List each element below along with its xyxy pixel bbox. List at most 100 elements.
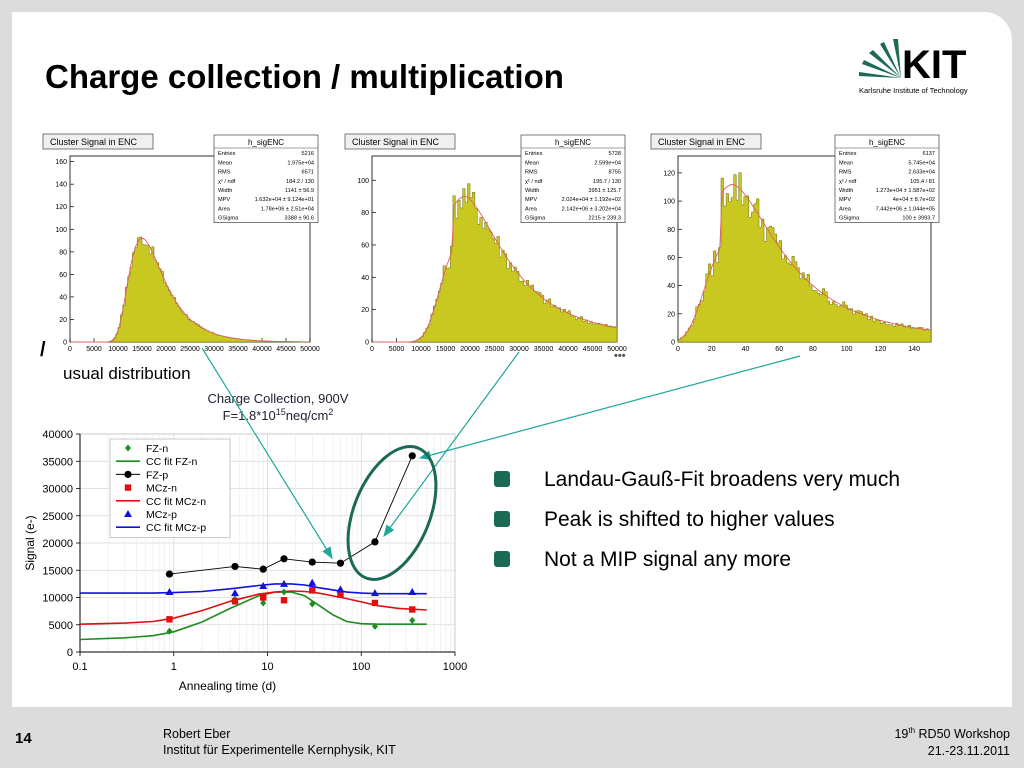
hist-x-tick-label: 30000	[204, 346, 224, 353]
chart-point-series-0	[409, 616, 416, 624]
chart-point-series-3	[371, 599, 379, 607]
chart-y-tick-label: 0	[67, 647, 73, 659]
hist-stat-key: RMS	[839, 170, 852, 176]
hist-x-tick-label: 25000	[485, 346, 505, 353]
charge-collection-chart: Charge Collection, 900VF=1.8*1015neq/cm2…	[23, 391, 467, 693]
hist-stats-box	[213, 134, 319, 223]
hist-y-tick-label: 40	[667, 283, 675, 290]
hist-y-tick-label: 120	[55, 204, 67, 211]
footer-author: Robert Eber Institut für Experimentelle …	[163, 726, 396, 758]
hist-stat-key: MPV	[218, 197, 230, 203]
hist-stat-key: Mean	[525, 160, 539, 166]
chart-point-series-5	[230, 589, 239, 597]
chart-point-series-0	[309, 600, 316, 608]
chart-legend-label: FZ-p	[146, 469, 168, 481]
hist-y-tick-label: 0	[63, 340, 67, 347]
chart-y-tick-label: 10000	[42, 593, 73, 605]
chart-x-tick-label: 0.1	[72, 661, 87, 673]
hist-stat-value: 1.273e+04 ± 1.587e+02	[876, 188, 935, 194]
chart-point-series-5	[308, 578, 317, 586]
hist-x-tick-label: 20000	[460, 346, 480, 353]
workshop-title: RD50 Workshop	[915, 727, 1010, 742]
chart-y-tick-label: 35000	[42, 456, 73, 468]
hist-x-tick-label: 45000	[276, 346, 296, 353]
hist-stat-value: 5.745e+04	[908, 160, 935, 166]
stray-dots: •••	[614, 350, 626, 362]
chart-subtitle: F=1.8*1015neq/cm2	[223, 407, 334, 423]
hist-y-tick-label: 0	[365, 340, 369, 347]
hist-title-box	[344, 133, 456, 150]
hist-stat-value: 1.975e+04	[287, 160, 314, 166]
chart-point-series-3	[309, 587, 316, 594]
hist-stat-value: 6571	[302, 170, 314, 176]
kit-logo-subtitle: Karlsruhe Institute of Technology	[859, 86, 968, 95]
hist-stat-key: Entries	[525, 151, 543, 157]
hist-stats-title: h_sigENC	[248, 138, 284, 147]
hist-stat-value: 8755	[609, 170, 621, 176]
hist-stat-key: GSigma	[218, 216, 239, 222]
histogram-2: Cluster Signal in ENC 0 20 40 60 80 100 0 5000 10…	[342, 132, 629, 354]
hist-stat-key: Entries	[839, 151, 857, 157]
histogram-1: Cluster Signal in ENC 0 20 40 60 80 100 120 140 1…	[40, 132, 322, 354]
chart-x-tick-label: 10	[261, 661, 273, 673]
hist-stat-value: 100 ± 3993.7	[902, 216, 935, 222]
hist-fit-curve	[679, 183, 930, 340]
hist-stats-title: h_sigENC	[555, 138, 591, 147]
hist-x-tick-label: 120	[875, 346, 887, 353]
hist-y-tick-label: 40	[59, 294, 67, 301]
hist-stat-key: Area	[839, 206, 852, 212]
hist-stat-key: RMS	[218, 170, 231, 176]
hist-x-tick-label: 140	[908, 346, 920, 353]
hist-x-tick-label: 80	[809, 346, 817, 353]
hist-x-tick-label: 60	[775, 346, 783, 353]
hist-title: Cluster Signal in ENC	[658, 137, 746, 147]
hist-stat-value: 2.142e+06 ± 3.202e+04	[562, 206, 621, 212]
chart-y-tick-label: 15000	[42, 565, 73, 577]
hist-x-tick-label: 35000	[228, 346, 248, 353]
hist-x-tick-label: 5000	[389, 346, 405, 353]
hist-y-tick-label: 20	[667, 311, 675, 318]
chart-point-series-2	[371, 538, 379, 546]
bullet-text: Landau-Gauß-Fit broadens very much	[544, 468, 901, 491]
hist-x-tick-label: 50000	[300, 346, 320, 353]
chart-point-series-2	[259, 565, 267, 573]
hist-x-tick-label: 15000	[132, 346, 152, 353]
hist-stat-key: Area	[525, 206, 538, 212]
chart-point-series-5	[336, 585, 345, 593]
chart-point-series-0	[281, 588, 288, 596]
chart-point-series-2	[336, 559, 345, 567]
hist-title-box	[650, 133, 762, 150]
hist-stat-value: 1.632e+04 ± 9.124e+01	[255, 197, 314, 203]
chart-legend-label: MCz-p	[146, 509, 177, 521]
chart-x-tick-label: 1000	[443, 661, 467, 673]
chart-x-tick-label: 1	[171, 661, 177, 673]
hist-y-tick-label: 40	[361, 275, 369, 282]
bullet-text: Not a MIP signal any more	[544, 548, 792, 571]
chart-point-series-0	[166, 627, 173, 635]
hist-y-tick-label: 80	[361, 210, 369, 217]
hist-y-tick-label: 60	[667, 255, 675, 262]
page-number: 14	[15, 730, 32, 747]
bullet-item: Not a MIP signal any more	[494, 540, 900, 580]
chart-point-series-5	[408, 588, 417, 596]
workshop-number: 19	[894, 727, 909, 742]
bullet-item: Peak is shifted to higher values	[494, 500, 900, 540]
chart-point-series-3	[337, 591, 344, 598]
hist-stat-key: Mean	[218, 160, 232, 166]
hist-y-tick-label: 20	[59, 317, 67, 324]
hist-stat-key: GSigma	[525, 216, 546, 222]
hist-x-tick-label: 35000	[534, 346, 554, 353]
hist-x-tick-label: 0	[370, 346, 374, 353]
chart-point-series-3	[260, 594, 267, 601]
chart-point-series-2	[231, 562, 239, 571]
hist-y-tick-label: 60	[59, 272, 67, 279]
hist-stats-box	[520, 134, 626, 223]
hist-fit-curve	[373, 195, 616, 343]
hist-x-tick-label: 0	[676, 346, 680, 353]
hist-stat-key: Width	[525, 188, 539, 194]
chart-point-series-5	[259, 582, 268, 590]
chart-point-series-5	[165, 588, 174, 596]
chart-series-line-1	[79, 591, 427, 641]
chart-point-series-3	[280, 597, 288, 604]
chart-point-series-2	[165, 570, 174, 578]
